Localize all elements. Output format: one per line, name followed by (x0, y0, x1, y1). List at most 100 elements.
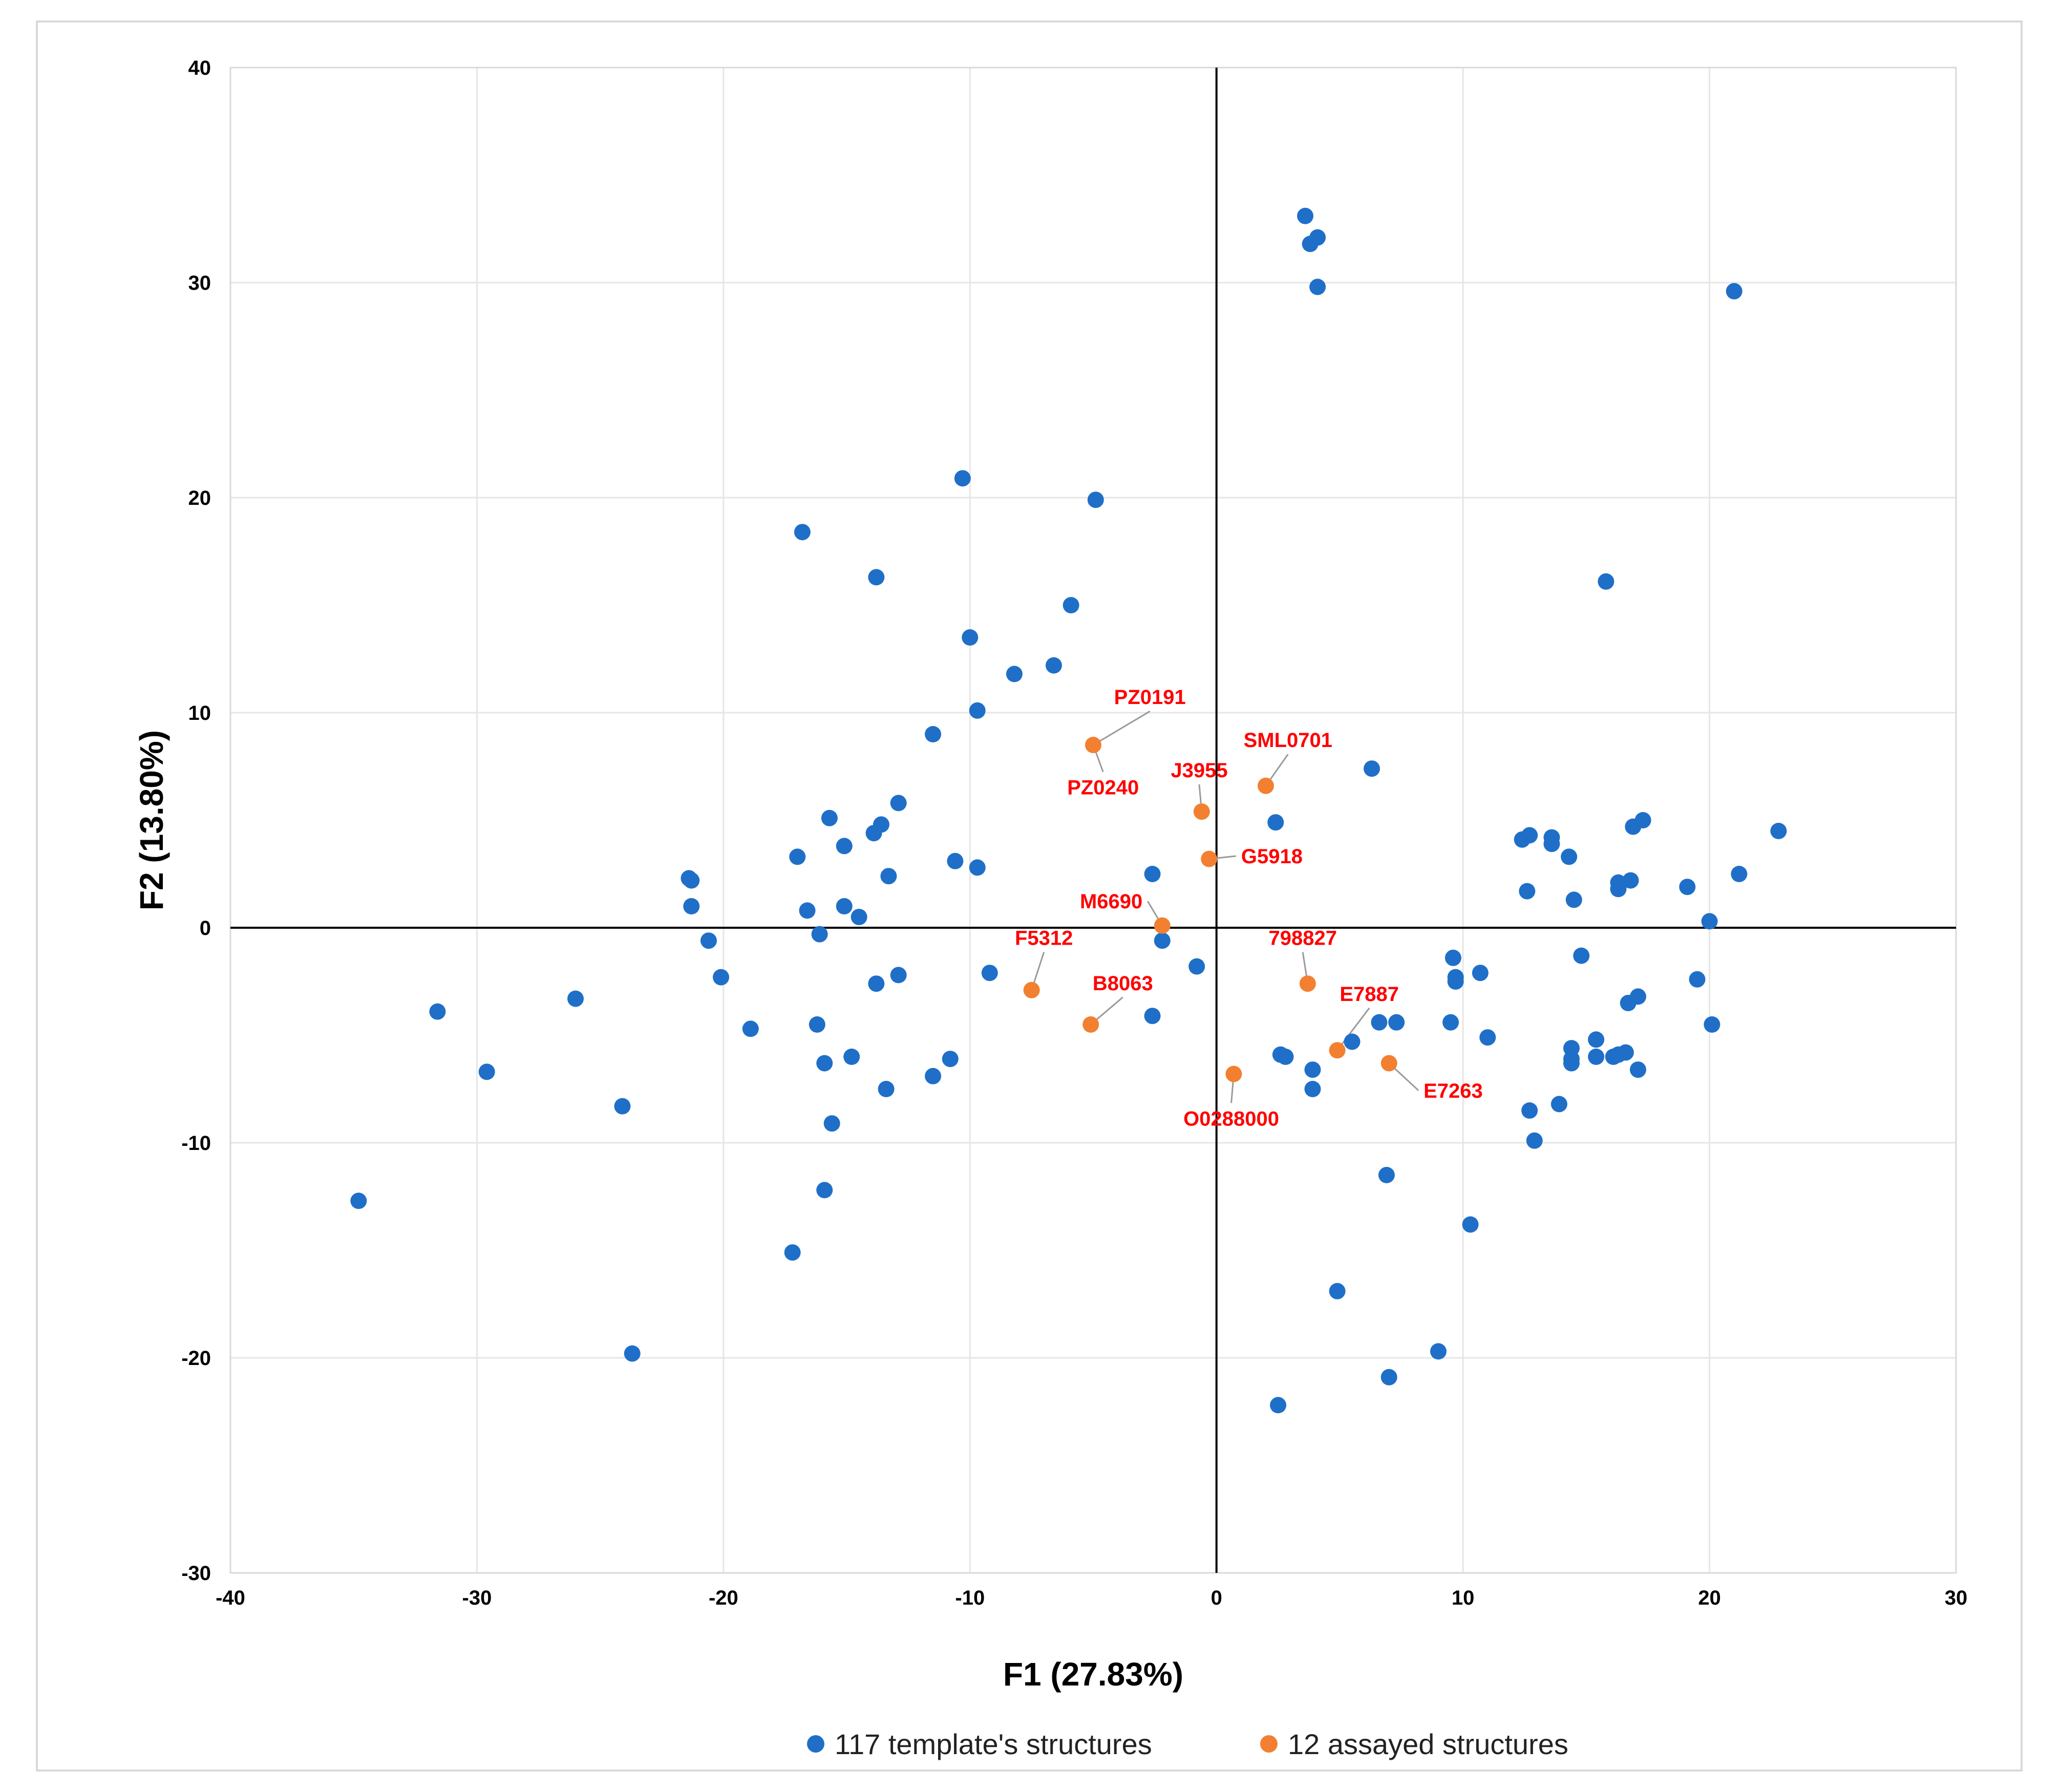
x-tick-label: 0 (1211, 1587, 1222, 1609)
template-structure-point (868, 569, 885, 586)
series-assayed-structures (1023, 737, 1397, 1082)
template-structure-point (1689, 971, 1706, 988)
template-structure-point (1380, 1369, 1397, 1385)
template-structure-point (742, 1020, 759, 1037)
y-tick-label: 0 (200, 917, 211, 940)
point-label: E7887 (1340, 983, 1399, 1006)
template-structure-point (1726, 283, 1743, 300)
y-tick-label: -30 (181, 1562, 211, 1585)
template-structure-point (1364, 760, 1380, 777)
template-structure-point (1302, 236, 1319, 252)
zero-axes (230, 68, 1956, 1573)
template-structure-point (981, 965, 998, 982)
template-structure-point (1770, 823, 1787, 839)
assayed-structure-point (1201, 850, 1218, 867)
assayed-structure-point (1023, 982, 1040, 998)
legend-label-assayed: 12 assayed structures (1288, 1728, 1568, 1760)
point-label: SML0701 (1244, 729, 1332, 752)
template-structure-point (1006, 666, 1023, 682)
template-structure-point (868, 975, 885, 992)
template-structure-point (890, 967, 907, 984)
template-structure-point (1679, 879, 1696, 895)
template-structure-point (1526, 1132, 1543, 1149)
assayed-structure-point (1380, 1055, 1397, 1072)
template-structure-point (1144, 1008, 1161, 1025)
template-structure-point (1622, 872, 1639, 889)
chart-frame (36, 20, 2023, 1772)
template-structure-point (1304, 1061, 1321, 1078)
template-structure-point (1447, 973, 1464, 990)
template-structure-point (1563, 1055, 1580, 1072)
plot-area-border (229, 67, 1957, 1574)
assayed-structure-point (1299, 975, 1316, 992)
template-structure-point (1267, 814, 1284, 831)
template-structure-point (614, 1098, 631, 1115)
template-structure-point (1277, 1049, 1294, 1065)
template-structure-point (1444, 949, 1461, 966)
template-structure-point (843, 1049, 860, 1065)
template-structure-point (962, 629, 979, 646)
template-structure-point (1573, 947, 1590, 964)
template-structure-point (1154, 932, 1171, 949)
assayed-structure-point (1082, 1016, 1099, 1033)
template-structure-point (836, 898, 853, 914)
template-structure-point (1543, 836, 1560, 852)
template-structure-point (1610, 881, 1627, 898)
point-label: F5312 (1015, 927, 1073, 950)
template-structure-point (1701, 913, 1718, 930)
template-structure-point (683, 872, 700, 889)
legend-marker-assayed (1260, 1735, 1278, 1753)
x-axis-title: F1 (27.83%) (1003, 1656, 1183, 1693)
template-structure-point (1550, 1096, 1567, 1113)
template-structure-point (851, 909, 867, 925)
template-structure-point (683, 898, 700, 914)
template-structure-point (1430, 1343, 1447, 1360)
template-structure-point (1144, 866, 1161, 882)
template-structure-point (567, 990, 584, 1007)
template-structure-point (865, 825, 882, 842)
template-structure-point (1378, 1167, 1395, 1183)
x-tick-label: -10 (955, 1587, 985, 1609)
template-structure-point (809, 1016, 825, 1033)
template-structure-point (1371, 1014, 1388, 1031)
template-structure-point (794, 524, 811, 541)
x-tick-labels: -40 -30 -20 -10 0 10 20 30 (216, 1587, 1967, 1609)
template-structure-point (1309, 279, 1326, 295)
template-structure-point (811, 926, 828, 943)
template-structure-point (816, 1055, 833, 1072)
template-structure-point (1188, 958, 1205, 975)
template-structure-point (1045, 657, 1062, 674)
template-structure-point (1462, 1216, 1479, 1233)
template-structure-point (1731, 866, 1748, 882)
x-tick-label: 20 (1698, 1587, 1721, 1609)
template-structure-point (624, 1345, 641, 1362)
template-structure-point (878, 1081, 895, 1097)
y-tick-label: 20 (188, 487, 211, 509)
point-label: G5918 (1241, 845, 1303, 868)
template-structure-point (1479, 1029, 1496, 1046)
point-label: J3955 (1171, 759, 1227, 782)
y-tick-label: 30 (188, 272, 211, 294)
template-structure-point (784, 1244, 801, 1261)
template-structure-point (1588, 1049, 1605, 1065)
template-structure-point (925, 1068, 942, 1084)
assayed-structure-point (1258, 777, 1274, 794)
template-structure-point (1514, 831, 1531, 848)
template-structure-point (1519, 883, 1536, 900)
template-structure-point (789, 848, 806, 865)
template-structure-point (1344, 1033, 1361, 1050)
template-structure-point (890, 795, 907, 812)
gridlines (229, 67, 1957, 1574)
template-structure-point (1605, 1049, 1622, 1065)
x-tick-label: -30 (462, 1587, 492, 1609)
y-tick-label: -10 (181, 1132, 211, 1155)
point-label: O0288000 (1183, 1107, 1279, 1130)
x-tick-label: 10 (1452, 1587, 1475, 1609)
point-label: PZ0240 (1067, 777, 1139, 799)
template-structure-point (1297, 207, 1314, 224)
template-structure-point (1704, 1016, 1720, 1033)
template-structure-point (816, 1182, 833, 1199)
point-label: 798827 (1268, 927, 1336, 950)
x-tick-label: -40 (216, 1587, 245, 1609)
